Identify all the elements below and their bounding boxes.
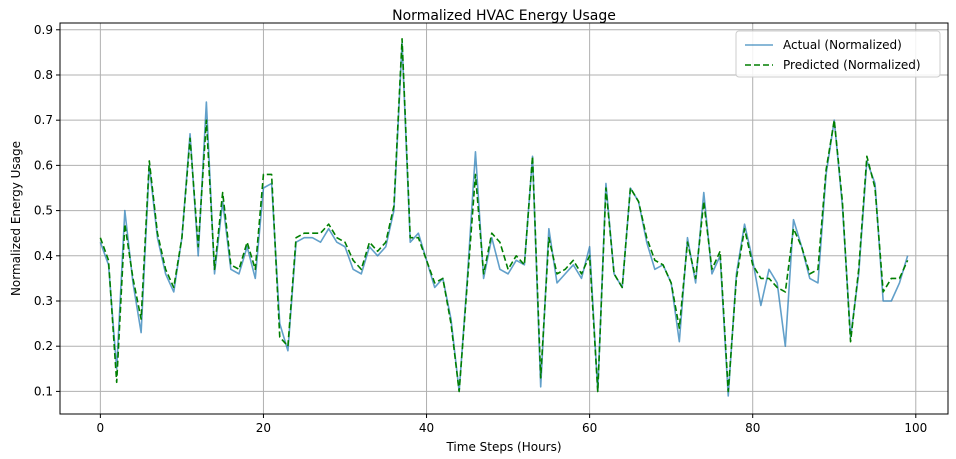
y-axis: 0.1 0.2 0.3 0.4 0.5 0.6 0.7 0.8 0.9 — [34, 23, 60, 398]
x-tick-label: 80 — [745, 421, 760, 435]
x-tick-label: 0 — [97, 421, 105, 435]
y-tick-label: 0.2 — [34, 339, 53, 353]
y-tick-label: 0.4 — [34, 249, 53, 263]
y-tick-label: 0.5 — [34, 204, 53, 218]
x-tick-label: 60 — [582, 421, 597, 435]
x-axis-label: Time Steps (Hours) — [445, 440, 561, 454]
x-axis: 0 20 40 60 80 100 — [97, 414, 927, 435]
series-layer — [99, 38, 909, 397]
y-tick-label: 0.9 — [34, 23, 53, 37]
x-tick-label: 20 — [256, 421, 271, 435]
x-tick-label: 100 — [904, 421, 927, 435]
chart-title: Normalized HVAC Energy Usage — [392, 8, 616, 24]
y-axis-label: Normalized Energy Usage — [9, 141, 23, 296]
series-line-actual — [99, 42, 909, 397]
y-tick-label: 0.7 — [34, 113, 53, 127]
x-tick-label: 40 — [419, 421, 434, 435]
plot-frame — [59, 22, 949, 415]
y-tick-label: 0.1 — [34, 384, 53, 398]
plot-area — [99, 38, 909, 397]
y-tick-label: 0.6 — [34, 158, 53, 172]
y-tick-label: 0.3 — [34, 294, 53, 308]
series-line-predicted — [99, 38, 909, 393]
legend-label-actual: Actual (Normalized) — [783, 38, 902, 52]
y-tick-label: 0.8 — [34, 68, 53, 82]
legend-box — [735, 30, 941, 78]
legend-label-predicted: Predicted (Normalized) — [783, 58, 921, 72]
legend: Actual (Normalized) Predicted (Normalize… — [735, 30, 941, 78]
